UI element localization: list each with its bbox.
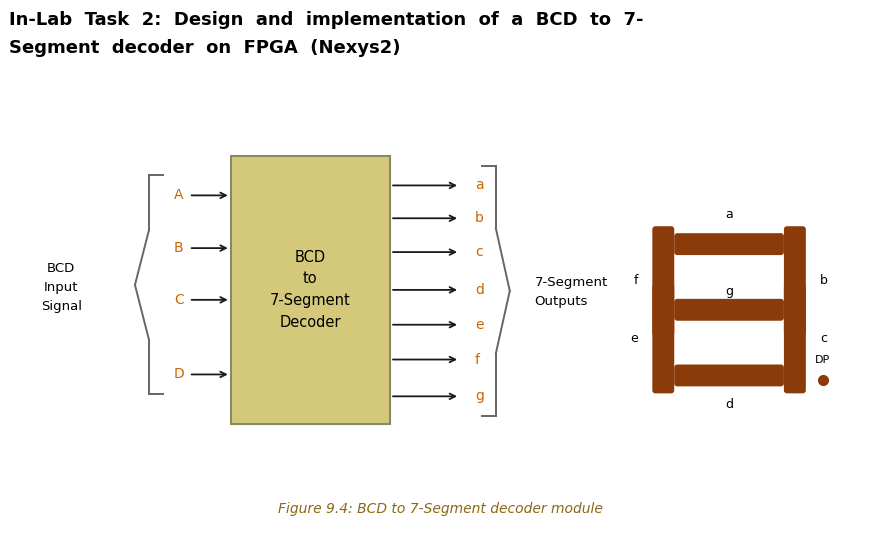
Text: a: a bbox=[474, 179, 483, 193]
Text: 7-Segment: 7-Segment bbox=[270, 293, 350, 308]
Text: e: e bbox=[474, 318, 483, 332]
FancyBboxPatch shape bbox=[651, 284, 673, 393]
Text: g: g bbox=[474, 390, 483, 404]
Text: b: b bbox=[474, 211, 483, 225]
Text: A: A bbox=[174, 188, 184, 202]
Text: b: b bbox=[819, 274, 827, 287]
Text: e: e bbox=[630, 332, 637, 345]
Text: c: c bbox=[819, 332, 826, 345]
Text: DP: DP bbox=[814, 355, 830, 365]
FancyBboxPatch shape bbox=[783, 226, 805, 336]
Text: 7-Segment
Outputs: 7-Segment Outputs bbox=[534, 276, 608, 308]
Text: f: f bbox=[474, 352, 479, 366]
Text: f: f bbox=[633, 274, 637, 287]
Text: B: B bbox=[174, 241, 184, 255]
Text: Figure 9.4: BCD to 7-Segment decoder module: Figure 9.4: BCD to 7-Segment decoder mod… bbox=[277, 502, 601, 516]
FancyBboxPatch shape bbox=[651, 226, 673, 336]
Text: d: d bbox=[474, 283, 483, 297]
FancyBboxPatch shape bbox=[783, 284, 805, 393]
Text: d: d bbox=[724, 398, 732, 412]
FancyBboxPatch shape bbox=[673, 299, 783, 321]
Text: BCD
Input
Signal: BCD Input Signal bbox=[40, 263, 82, 314]
Text: a: a bbox=[724, 208, 732, 221]
Text: g: g bbox=[724, 285, 732, 298]
Text: to: to bbox=[303, 272, 317, 286]
Text: C: C bbox=[174, 293, 184, 307]
Text: Decoder: Decoder bbox=[279, 315, 341, 330]
Text: Segment  decoder  on  FPGA  (Nexys2): Segment decoder on FPGA (Nexys2) bbox=[10, 39, 400, 57]
Bar bbox=[230, 155, 390, 424]
Text: BCD: BCD bbox=[294, 250, 326, 265]
Text: D: D bbox=[173, 367, 184, 381]
Text: c: c bbox=[474, 245, 482, 259]
FancyBboxPatch shape bbox=[673, 233, 783, 255]
Text: In-Lab  Task  2:  Design  and  implementation  of  a  BCD  to  7-: In-Lab Task 2: Design and implementation… bbox=[10, 11, 643, 30]
FancyBboxPatch shape bbox=[673, 365, 783, 386]
